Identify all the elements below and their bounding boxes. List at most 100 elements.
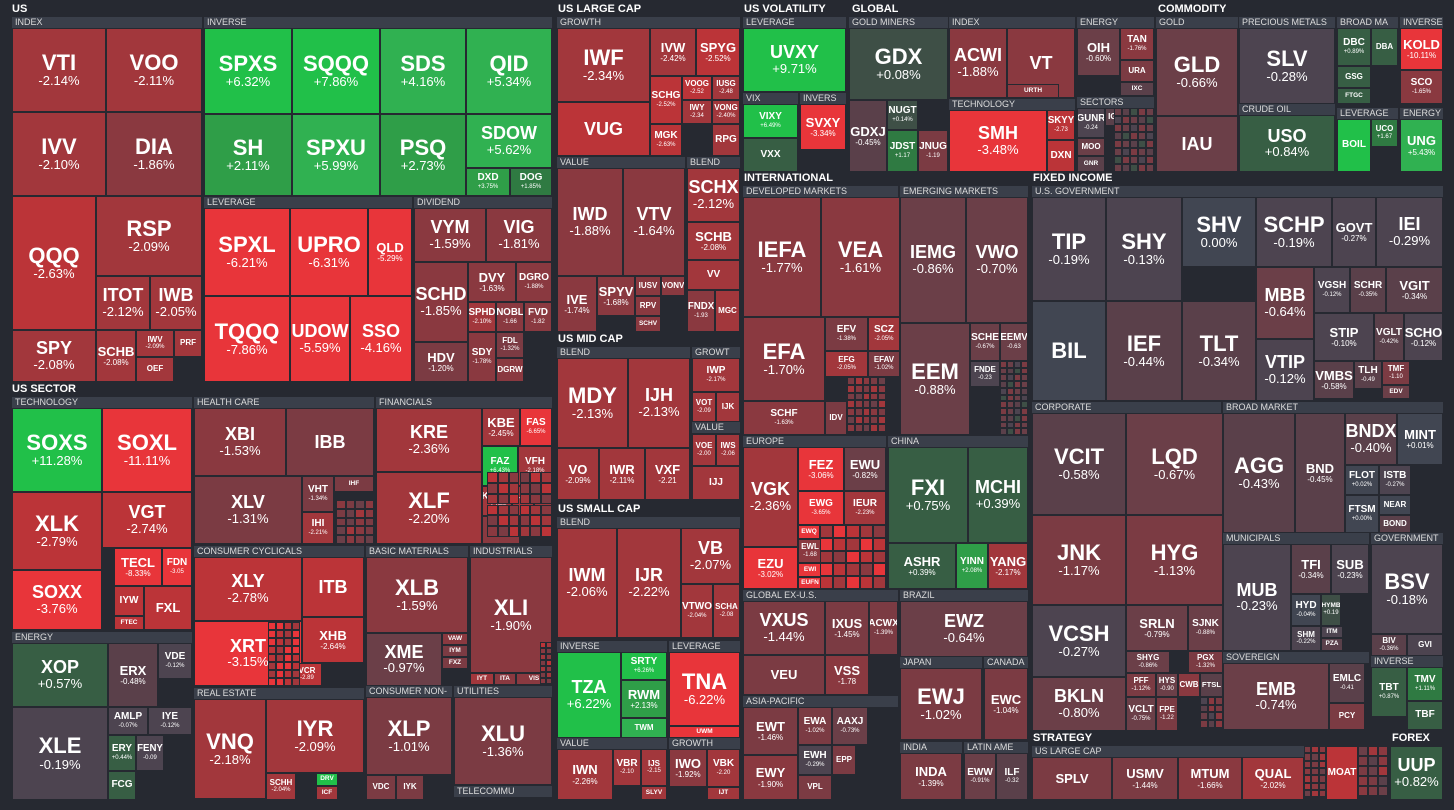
minor-etf-cell[interactable]	[878, 416, 886, 424]
tile-fas[interactable]: FAS -6.65%	[520, 408, 552, 446]
tile-soxs[interactable]: SOXS +11.28%	[12, 408, 102, 492]
minor-etf-cell[interactable]	[1000, 387, 1007, 395]
minor-etf-cell[interactable]	[519, 515, 531, 527]
minor-etf-cell[interactable]	[284, 638, 292, 646]
tile-yinn[interactable]: YINN +2.08%	[956, 543, 988, 589]
minor-etf-cell[interactable]	[1358, 746, 1368, 756]
tile-vv[interactable]: VV	[687, 260, 740, 290]
minor-etf-cell[interactable]	[1014, 361, 1021, 368]
tile-iyw[interactable]: IYW	[114, 586, 144, 616]
tile-schr[interactable]: SCHR -0.35%	[1350, 267, 1386, 313]
tile-vbk[interactable]: VBK -2.20	[707, 749, 740, 787]
minor-etf-cell[interactable]	[1021, 401, 1028, 409]
minor-etf-cell[interactable]	[1311, 753, 1319, 761]
minor-etf-cell[interactable]	[1358, 786, 1368, 796]
tile-iemg[interactable]: IEMG -0.86%	[900, 197, 966, 323]
minor-etf-cell[interactable]	[276, 638, 284, 646]
minor-etf-cell[interactable]	[833, 550, 847, 564]
minor-etf-cell[interactable]	[508, 526, 520, 537]
minor-etf-cell[interactable]	[1318, 760, 1326, 768]
tile-xle[interactable]: XLE -0.19%	[12, 707, 108, 800]
minor-etf-cell[interactable]	[355, 517, 365, 527]
tile-schf[interactable]: SCHF -1.63%	[743, 401, 825, 435]
minor-etf-cell[interactable]	[1130, 124, 1138, 132]
minor-etf-cell[interactable]	[541, 504, 552, 516]
tile-kbe[interactable]: KBE -2.45%	[482, 408, 520, 446]
minor-etf-cell[interactable]	[1146, 108, 1154, 116]
minor-etf-cell[interactable]	[1000, 394, 1007, 402]
minor-etf-cell[interactable]	[1311, 775, 1319, 783]
minor-etf-cell[interactable]	[1021, 408, 1028, 415]
tile-mint[interactable]: MINT +0.01%	[1397, 413, 1443, 465]
tile-tlh[interactable]: TLH -0.49	[1354, 361, 1382, 389]
tile-vtv[interactable]: VTV -1.64%	[623, 168, 685, 276]
tile-jdst[interactable]: JDST +1.17	[887, 130, 918, 172]
tile-shv[interactable]: SHV 0.00%	[1182, 197, 1256, 267]
minor-etf-cell[interactable]	[1304, 775, 1312, 783]
tile-vo[interactable]: VO -2.09%	[557, 448, 599, 500]
minor-etf-cell[interactable]	[336, 526, 346, 536]
tile-eufn[interactable]: EUFN	[798, 577, 822, 589]
minor-etf-cell[interactable]	[1014, 408, 1021, 415]
tile-hdv[interactable]: HDV -1.20%	[414, 342, 468, 382]
tile-gunr[interactable]: GUNR -0.24	[1077, 108, 1105, 138]
tile-near[interactable]: NEAR	[1379, 495, 1411, 515]
tile-tmv[interactable]: TMV +1.11%	[1407, 667, 1443, 701]
tile-nugt[interactable]: NUGT +0.14%	[887, 100, 918, 130]
tile-schb[interactable]: SCHB -2.08%	[687, 222, 740, 260]
tile-twm[interactable]: TWM	[621, 718, 667, 738]
minor-etf-cell[interactable]	[530, 482, 542, 494]
tile-ijt[interactable]: IJT	[707, 787, 740, 800]
tile-vym[interactable]: VYM -1.59%	[414, 208, 486, 262]
minor-etf-cell[interactable]	[292, 630, 300, 638]
tile-ewq[interactable]: EWQ	[798, 525, 820, 539]
minor-etf-cell[interactable]	[530, 515, 542, 527]
minor-etf-cell[interactable]	[1200, 720, 1208, 728]
minor-etf-cell[interactable]	[541, 472, 552, 483]
tile-spyg[interactable]: SPYG -2.52%	[696, 28, 740, 76]
minor-etf-cell[interactable]	[1014, 374, 1021, 382]
minor-etf-cell[interactable]	[1122, 156, 1130, 164]
minor-etf-cell[interactable]	[284, 670, 292, 678]
minor-etf-cell[interactable]	[284, 662, 292, 670]
tile-iusg[interactable]: IUSG -2.48	[712, 76, 740, 100]
minor-etf-cell[interactable]	[846, 537, 860, 551]
tile-oih[interactable]: OIH -0.60%	[1077, 28, 1120, 76]
tile-edv[interactable]: EDV	[1382, 385, 1410, 399]
tile-voog[interactable]: VOOG -2.52	[682, 76, 712, 100]
minor-etf-cell[interactable]	[540, 678, 546, 684]
tile-ivv[interactable]: IVV -2.10%	[12, 112, 106, 196]
minor-etf-cell[interactable]	[833, 537, 847, 551]
minor-etf-cell[interactable]	[1378, 766, 1388, 776]
tile-pgx[interactable]: PGX -1.32%	[1188, 651, 1223, 673]
tile-ewj[interactable]: EWJ -1.02%	[900, 668, 982, 740]
tile-srty[interactable]: SRTY +6.26%	[621, 652, 667, 680]
tile-voo[interactable]: VOO -2.11%	[106, 28, 202, 112]
minor-etf-cell[interactable]	[1378, 776, 1388, 786]
minor-etf-cell[interactable]	[345, 508, 355, 518]
minor-etf-cell[interactable]	[1114, 116, 1122, 124]
tile-dgrw[interactable]: DGRW	[496, 358, 524, 382]
tile-ijr[interactable]: IJR -2.22%	[617, 528, 681, 638]
tile-inda[interactable]: INDA -1.39%	[900, 753, 962, 800]
tile-iyt[interactable]: IYT	[470, 673, 494, 685]
tile-tqqq[interactable]: TQQQ -7.86%	[204, 296, 290, 382]
tile-nobl[interactable]: NOBL -1.66	[496, 302, 524, 332]
minor-etf-cell[interactable]	[859, 537, 873, 551]
tile-iyr[interactable]: IYR -2.09%	[266, 699, 364, 773]
tile-spxs[interactable]: SPXS +6.32%	[204, 28, 292, 114]
tile-aaxj[interactable]: AAXJ -0.73%	[832, 707, 868, 745]
minor-etf-cell[interactable]	[1311, 790, 1319, 798]
minor-etf-cell[interactable]	[1021, 381, 1028, 388]
tile-gvi[interactable]: GVI	[1407, 634, 1443, 656]
tile-veu[interactable]: VEU	[743, 655, 825, 695]
tile-hymb[interactable]: HYMB +0.19	[1321, 594, 1341, 626]
tile-vgk[interactable]: VGK -2.36%	[743, 447, 798, 547]
tile-vpl[interactable]: VPL	[798, 775, 832, 800]
minor-etf-cell[interactable]	[530, 472, 542, 483]
minor-etf-cell[interactable]	[847, 423, 855, 432]
minor-etf-cell[interactable]	[1007, 421, 1014, 429]
tile-skyy[interactable]: SKYY -2.73	[1047, 110, 1075, 140]
tile-jnug[interactable]: JNUG -1.19	[918, 130, 948, 172]
tile-vht[interactable]: VHT -1.34%	[302, 476, 334, 512]
